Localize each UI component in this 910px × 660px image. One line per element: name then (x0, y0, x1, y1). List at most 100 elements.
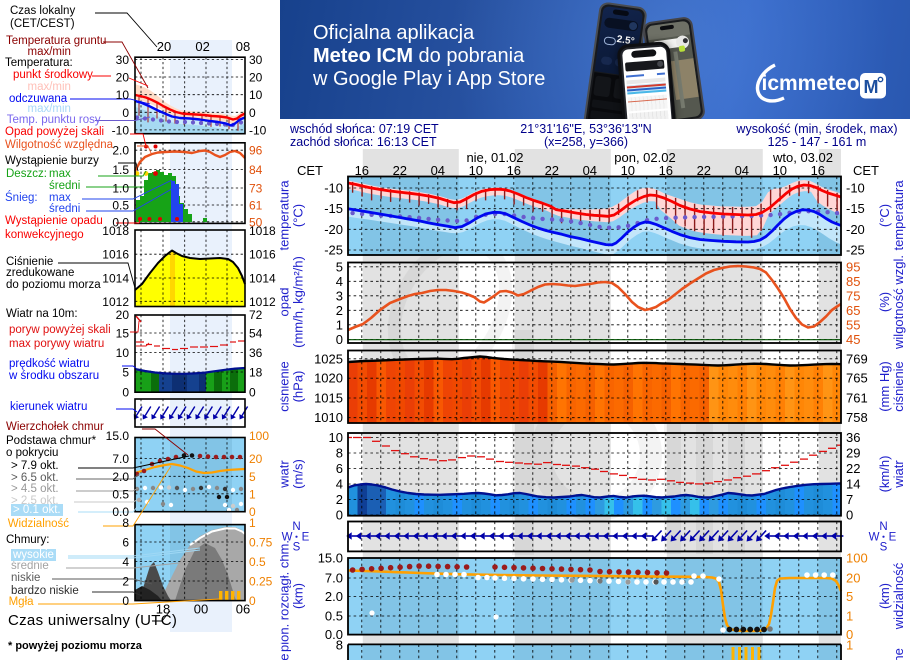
svg-text:1016: 1016 (102, 248, 129, 262)
svg-text:E: E (302, 532, 310, 544)
svg-text:0: 0 (122, 386, 129, 400)
svg-text:50: 50 (249, 215, 263, 229)
svg-text:0.5: 0.5 (249, 555, 266, 569)
svg-text:2.0: 2.0 (112, 144, 129, 158)
svg-text:1012: 1012 (249, 295, 276, 309)
svg-text:16: 16 (507, 163, 521, 178)
svg-text:15.0: 15.0 (106, 429, 130, 443)
svg-text:84: 84 (249, 163, 263, 177)
svg-text:(km/h): (km/h) (877, 456, 892, 493)
svg-text:0.0: 0.0 (325, 627, 343, 642)
svg-text:(m/s): (m/s) (291, 459, 306, 489)
svg-text:0: 0 (249, 386, 256, 400)
svg-text:75: 75 (846, 288, 860, 303)
svg-text:(%): (%) (877, 292, 892, 312)
svg-text:wto, 03.02: wto, 03.02 (772, 150, 833, 165)
svg-text:21°31'16"E, 53°36'13"N: 21°31'16"E, 53°36'13"N (520, 122, 651, 136)
svg-text:30: 30 (116, 53, 130, 67)
svg-text:3: 3 (336, 288, 343, 303)
svg-text:2: 2 (122, 575, 129, 589)
svg-text:2.0: 2.0 (325, 589, 343, 604)
svg-text:125 - 147 - 161 m: 125 - 147 - 161 m (768, 135, 867, 149)
svg-text:temperatura: temperatura (280, 180, 292, 251)
svg-text:15.0: 15.0 (318, 551, 343, 566)
svg-text:5: 5 (846, 589, 853, 604)
svg-text:5: 5 (336, 259, 343, 274)
svg-text:61: 61 (249, 199, 263, 213)
svg-text:6: 6 (122, 536, 129, 550)
svg-text:0: 0 (249, 505, 256, 519)
svg-text:(mm/h, kg/m²/h): (mm/h, kg/m²/h) (291, 256, 306, 348)
svg-text:-25: -25 (846, 243, 865, 258)
svg-text:-10: -10 (112, 123, 130, 137)
svg-text:20: 20 (116, 71, 130, 85)
svg-text:10: 10 (621, 163, 635, 178)
svg-text:20: 20 (116, 308, 130, 322)
svg-text:0: 0 (336, 508, 343, 523)
svg-text:0.75: 0.75 (249, 536, 273, 550)
svg-text:E: E (889, 532, 897, 544)
svg-text:1015: 1015 (314, 391, 343, 406)
svg-text:761: 761 (846, 391, 868, 406)
svg-text:36: 36 (846, 430, 860, 445)
svg-text:(km): (km) (877, 583, 892, 609)
svg-text:1014: 1014 (102, 272, 129, 286)
svg-text:icmmeteo: icmmeteo (762, 72, 860, 95)
svg-text:100: 100 (249, 429, 269, 443)
svg-text:6: 6 (336, 461, 343, 476)
svg-text:100: 100 (846, 551, 868, 566)
svg-text:W: W (869, 532, 880, 544)
svg-text:06: 06 (236, 602, 250, 617)
svg-text:0: 0 (122, 106, 129, 120)
svg-text:1.0: 1.0 (112, 182, 129, 196)
svg-text:10: 10 (116, 88, 130, 102)
svg-text:0.5: 0.5 (325, 609, 343, 624)
svg-text:7.0: 7.0 (325, 571, 343, 586)
svg-text:-15: -15 (846, 201, 865, 216)
svg-text:5: 5 (249, 470, 256, 484)
svg-text:S: S (293, 542, 301, 554)
svg-text:16: 16 (355, 163, 369, 178)
svg-text:widzialność: widzialność (891, 562, 906, 630)
svg-text:1.5: 1.5 (112, 163, 129, 177)
svg-text:15: 15 (116, 327, 130, 341)
svg-text:8: 8 (336, 446, 343, 461)
svg-text:0.0: 0.0 (112, 215, 129, 229)
svg-text:1025: 1025 (314, 351, 343, 366)
svg-text:8: 8 (336, 638, 343, 653)
svg-text:10: 10 (329, 430, 343, 445)
svg-text:1010: 1010 (314, 410, 343, 425)
svg-text:M: M (864, 77, 879, 97)
svg-text:1018: 1018 (102, 224, 129, 238)
svg-text:0: 0 (336, 332, 343, 347)
svg-text:temperatura: temperatura (891, 180, 906, 251)
svg-text:2: 2 (336, 492, 343, 507)
svg-text:08: 08 (236, 39, 250, 54)
svg-text:769: 769 (846, 351, 868, 366)
svg-text:85: 85 (846, 274, 860, 289)
svg-text:16: 16 (659, 163, 673, 178)
svg-text:0: 0 (122, 594, 129, 608)
svg-text:10: 10 (469, 163, 483, 178)
svg-text:(°C): (°C) (877, 204, 892, 227)
svg-text:pion. rozciągł. chm.: pion. rozciągł. chm. (280, 540, 292, 652)
svg-text:ciśnienie: ciśnienie (891, 361, 906, 412)
svg-text:S: S (880, 542, 888, 554)
svg-text:(°C): (°C) (291, 204, 306, 227)
svg-text:0.5: 0.5 (112, 487, 129, 501)
svg-text:-15: -15 (324, 201, 343, 216)
svg-text:758: 758 (846, 410, 868, 425)
svg-text:7.0: 7.0 (112, 452, 129, 466)
svg-text:2: 2 (336, 303, 343, 318)
svg-text:1: 1 (846, 609, 853, 624)
svg-text:8: 8 (122, 516, 129, 530)
svg-text:95: 95 (846, 259, 860, 274)
svg-text:wiatr: wiatr (891, 460, 906, 489)
svg-text:ciśnienie: ciśnienie (280, 361, 292, 412)
svg-text:20: 20 (157, 39, 171, 54)
svg-text:pon, 02.02: pon, 02.02 (614, 150, 675, 165)
svg-text:1: 1 (249, 516, 256, 530)
svg-text:22: 22 (697, 163, 711, 178)
svg-text:1012: 1012 (102, 295, 129, 309)
svg-text:65: 65 (846, 303, 860, 318)
